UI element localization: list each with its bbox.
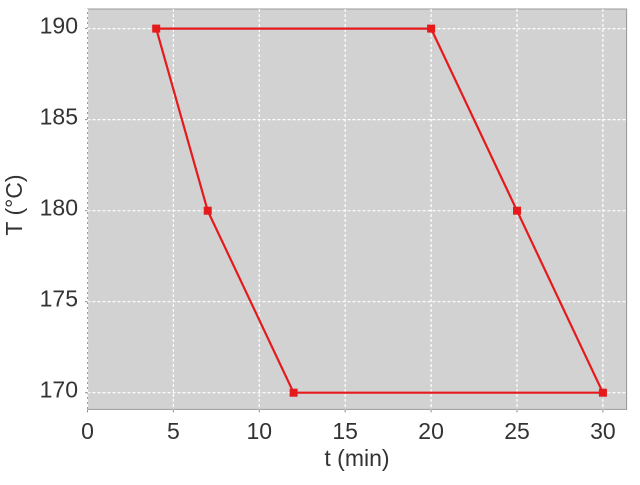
svg-text:185: 185 — [40, 103, 78, 129]
svg-text:190: 190 — [40, 12, 78, 38]
svg-text:t (min): t (min) — [324, 445, 389, 471]
svg-text:175: 175 — [40, 286, 78, 312]
svg-text:170: 170 — [40, 377, 78, 403]
svg-text:5: 5 — [167, 418, 180, 444]
svg-text:T (°C): T (°C) — [1, 174, 27, 235]
svg-text:0: 0 — [81, 418, 94, 444]
svg-text:10: 10 — [247, 418, 273, 444]
svg-text:25: 25 — [504, 418, 530, 444]
svg-text:30: 30 — [590, 418, 616, 444]
svg-text:180: 180 — [40, 195, 78, 221]
svg-text:15: 15 — [332, 418, 358, 444]
svg-text:20: 20 — [418, 418, 444, 444]
